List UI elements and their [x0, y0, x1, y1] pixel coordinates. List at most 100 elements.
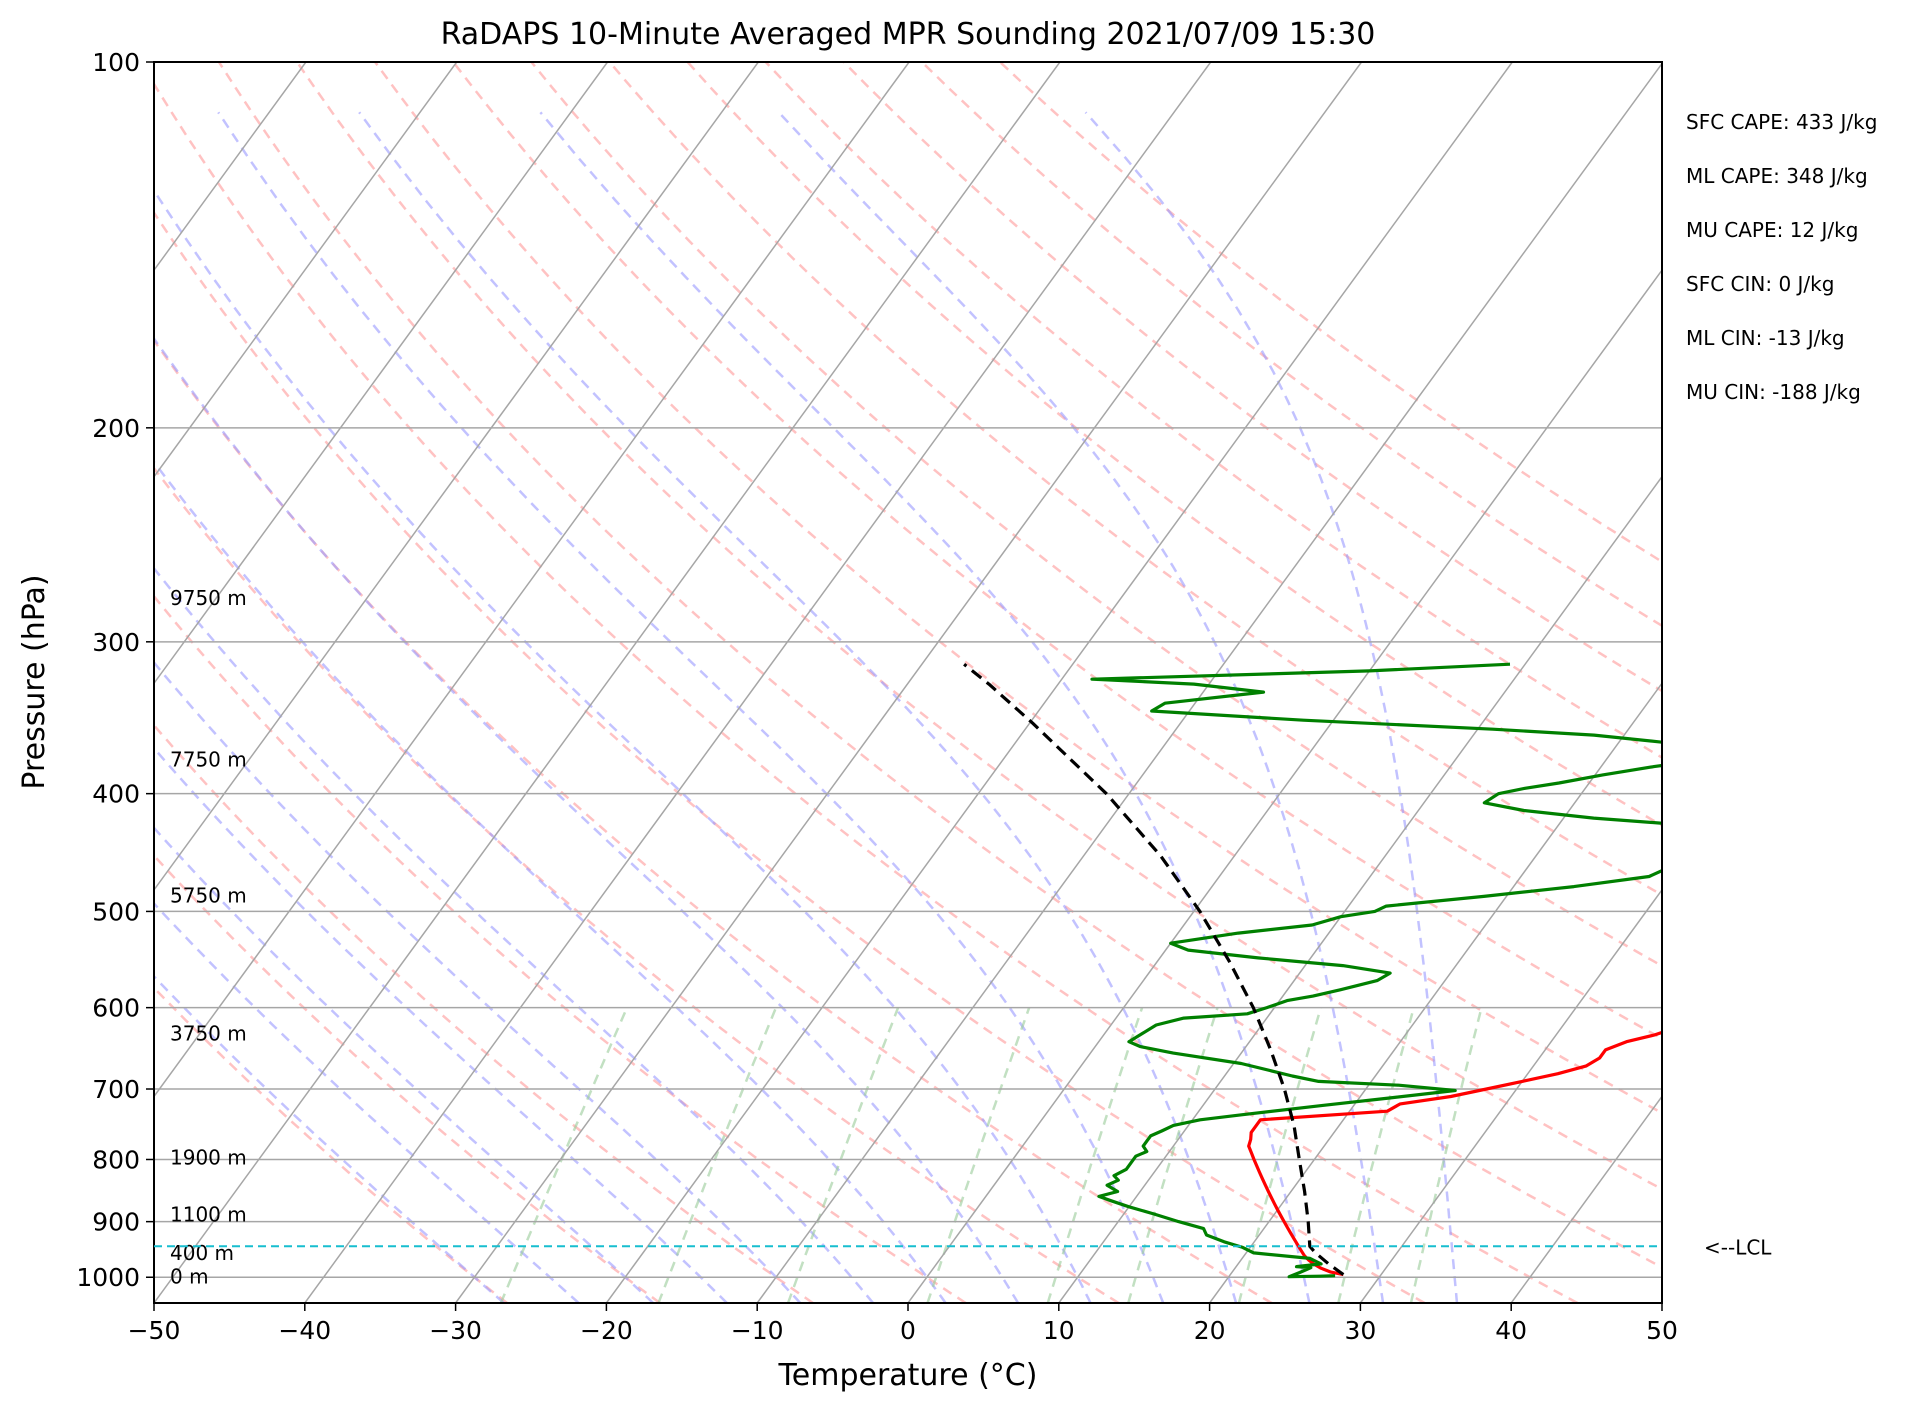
isotherm-line: [154, 62, 458, 478]
moist-adiabat-line: [154, 188, 1092, 1303]
dry-adiabat-line: [154, 466, 1120, 1303]
moist-adiabat-line: [777, 111, 1385, 1303]
height-label: 7750 m: [170, 748, 247, 772]
x-tick-label: −30: [429, 1316, 482, 1345]
stability-index-text: ML CIN: -13 J/kg: [1686, 326, 1845, 350]
moist-adiabat-line: [154, 746, 728, 1303]
isotherm-line: [154, 62, 609, 685]
y-axis-ticks: 1000 900 800 700 600 500 400 300 200 100: [76, 48, 154, 1292]
isotherm-line: [0, 62, 4, 1303]
x-tick-label: 50: [1646, 1316, 1678, 1345]
dry-adiabat-line: [921, 62, 1662, 628]
isotherm-line: [1208, 682, 1662, 1303]
stability-index-text: MU CAPE: 12 J/kg: [1686, 218, 1858, 242]
height-label: 9750 m: [170, 586, 247, 610]
y-tick-label: 100: [92, 48, 140, 77]
isotherm-line: [454, 62, 1363, 1303]
height-label: 3750 m: [170, 1021, 247, 1045]
background-lines: [0, 62, 1662, 1303]
mixing-ratio-line: [657, 1007, 778, 1303]
stability-index-text: ML CAPE: 348 J/kg: [1686, 164, 1868, 188]
isotherm-line: [1359, 888, 1662, 1303]
isotherm-line: [304, 62, 1212, 1303]
dry-adiabat-line: [295, 62, 1662, 1191]
moist-adiabat-line: [154, 901, 580, 1303]
moist-adiabat-line: [154, 660, 802, 1303]
moist-adiabat-line: [154, 826, 654, 1303]
mixing-ratio-line: [1046, 1007, 1144, 1303]
dry-adiabat-line: [217, 62, 1662, 1269]
lcl-label: <--LCL: [1704, 1235, 1772, 1259]
lcl-marker: <--LCL: [154, 1235, 1772, 1259]
data-series: [963, 662, 1662, 1279]
mixing-ratio-line: [1237, 1007, 1323, 1303]
x-tick-label: −40: [278, 1316, 331, 1345]
dry-adiabat-line: [608, 62, 1662, 897]
y-tick-label: 1000: [76, 1263, 140, 1292]
y-tick-label: 200: [92, 414, 140, 443]
dry-adiabat-line: [154, 853, 661, 1303]
dry-adiabat-line: [686, 62, 1662, 827]
pressure-gridlines: [154, 61, 1662, 1278]
x-tick-label: 30: [1344, 1316, 1376, 1345]
dry-adiabat-line: [154, 210, 1426, 1303]
mixing-ratio-line: [786, 1007, 900, 1303]
mixing-ratio-line: [1337, 1007, 1415, 1303]
isotherm-line: [1510, 1095, 1662, 1303]
moist-adiabat-line: [154, 336, 1020, 1303]
moist-adiabat-line: [154, 460, 947, 1303]
dry-adiabat-line: [764, 62, 1662, 760]
y-tick-label: 800: [92, 1145, 140, 1174]
height-label: 0 m: [170, 1265, 209, 1289]
y-tick-label: 300: [92, 628, 140, 657]
chart-title: RaDAPS 10-Minute Averaged MPR Sounding 2…: [441, 17, 1376, 52]
height-label: 5750 m: [170, 883, 247, 907]
height-label: 400 m: [170, 1241, 234, 1265]
mixing-ratio-line: [1409, 1007, 1483, 1303]
y-axis-label: Pressure (hPa): [17, 574, 52, 789]
moist-adiabat-line: [154, 974, 505, 1303]
moist-adiabat-line: [217, 111, 1165, 1303]
mixing-ratio-line: [1127, 1007, 1219, 1303]
x-tick-label: −50: [128, 1316, 181, 1345]
x-tick-label: 20: [1194, 1316, 1226, 1345]
y-tick-label: 500: [92, 897, 140, 926]
moist-adiabat-line: [1084, 111, 1459, 1303]
stability-index-text: SFC CAPE: 433 J/kg: [1686, 110, 1877, 134]
mixing-ratio-line: [926, 1007, 1031, 1303]
dry-adiabat-line: [452, 62, 1662, 1041]
isotherm-line: [1058, 475, 1662, 1303]
dry-adiabat-line: [154, 723, 814, 1303]
dry-adiabat-line: [154, 594, 967, 1303]
dry-adiabat-line: [154, 338, 1273, 1303]
y-tick-label: 400: [92, 780, 140, 809]
x-tick-label: 0: [900, 1316, 916, 1345]
parcel-profile-line: [963, 662, 1345, 1276]
stability-indices: SFC CAPE: 433 J/kg ML CAPE: 348 J/kg MU CA…: [1686, 110, 1877, 404]
stability-index-text: SFC CIN: 0 J/kg: [1686, 272, 1834, 296]
moist-adiabat-line: [358, 111, 1238, 1303]
dry-adiabat-line: [154, 986, 508, 1303]
height-label: 1900 m: [170, 1145, 247, 1169]
x-tick-label: 40: [1495, 1316, 1527, 1345]
isotherm-line: [907, 268, 1662, 1303]
x-tick-label: 10: [1043, 1316, 1075, 1345]
isotherm-line: [605, 62, 1513, 1303]
x-tick-label: −10: [731, 1316, 784, 1345]
temperature-profile-line: [1247, 1030, 1662, 1277]
dewpoint-profile-line: [1090, 662, 1662, 1279]
x-axis-ticks: −50 −40 −30 −20 −10 0 10 20 30 40 50: [128, 1303, 1678, 1345]
height-label: 1100 m: [170, 1203, 247, 1227]
dry-adiabat-line: [154, 81, 1579, 1303]
isotherm-line: [756, 62, 1662, 1303]
dry-adiabat-line: [842, 62, 1662, 693]
x-tick-label: −20: [580, 1316, 633, 1345]
mixing-ratio-line: [499, 1007, 629, 1303]
isotherm-line: [1661, 1301, 1662, 1303]
stability-index-text: MU CIN: -188 J/kg: [1686, 380, 1861, 404]
y-tick-label: 900: [92, 1208, 140, 1237]
isotherm-line: [154, 62, 759, 892]
moist-adiabat-line: [539, 111, 1311, 1303]
